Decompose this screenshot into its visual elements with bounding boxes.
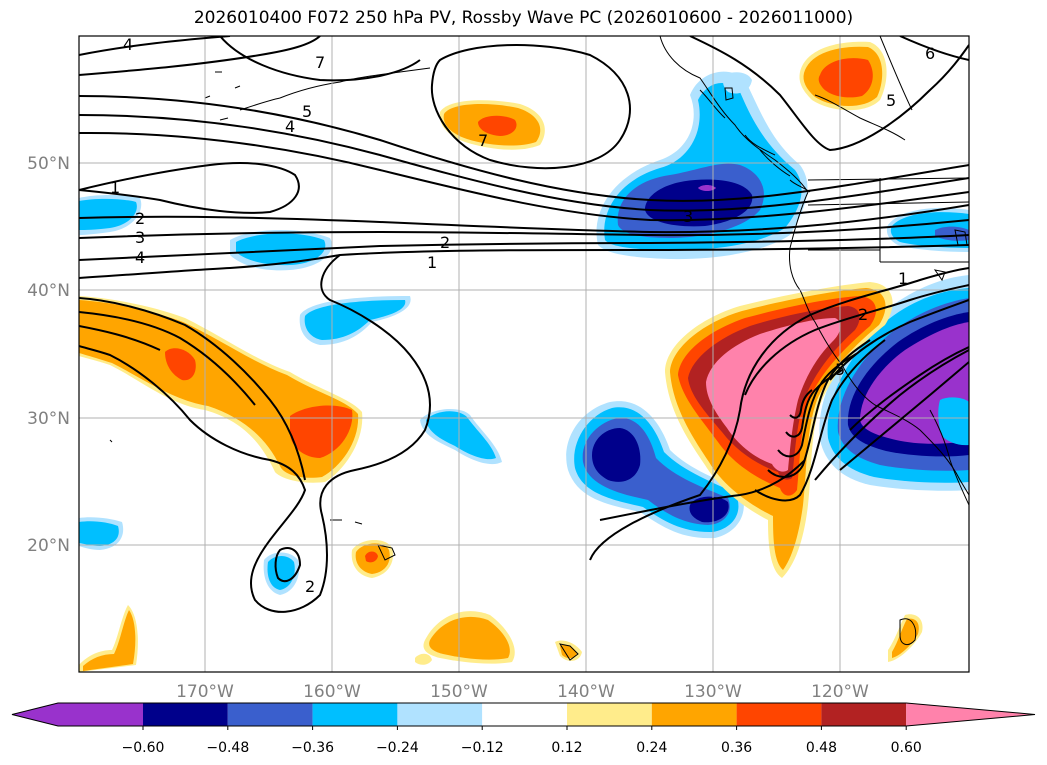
contour-label: 7 <box>315 53 325 72</box>
contour-label: 2 <box>858 305 868 324</box>
lat-label: 30°N <box>27 409 70 429</box>
colorbar-swatch <box>227 703 313 726</box>
contour-label: 2 <box>135 209 145 228</box>
contour-label: 3 <box>683 207 693 226</box>
contour-label: 2 <box>305 577 315 596</box>
contour-label: 7 <box>478 131 488 150</box>
colorbar-swatch <box>567 703 652 726</box>
lat-label: 40°N <box>27 281 70 301</box>
colorbar-tick-label: 0.24 <box>636 740 667 756</box>
contour-label: 1 <box>110 178 120 197</box>
colorbar-tick-label: −0.48 <box>206 740 249 756</box>
colorbar-swatch <box>397 703 483 726</box>
map-frame <box>78 35 970 673</box>
colorbar-swatch <box>312 703 398 726</box>
lon-label: 150°W <box>430 682 488 702</box>
colorbar-tick-label: −0.36 <box>291 740 334 756</box>
colorbar-swatch <box>482 703 567 726</box>
colorbar-swatch <box>736 703 822 726</box>
lon-label: 120°W <box>811 682 869 702</box>
contour-label: 4 <box>135 248 145 267</box>
colorbar-tick-label: 0.60 <box>891 740 922 756</box>
lat-label: 20°N <box>27 536 70 556</box>
colorbar-outline <box>11 702 1036 727</box>
colorbar-tick-label: 0.48 <box>806 740 837 756</box>
map-area: 4 7 5 4 1 2 3 4 2 1 7 5 6 3 1 2 5 2 <box>79 35 969 672</box>
contour-label: 4 <box>285 117 295 136</box>
colorbar-tick-label: −0.24 <box>376 740 419 756</box>
contour-label: 5 <box>302 102 312 121</box>
colorbar: −0.60 −0.48 −0.36 −0.24 −0.12 0.12 0.24 0.36 0.4… <box>11 702 1036 756</box>
lon-label: 130°W <box>684 682 742 702</box>
colorbar-swatch <box>651 703 737 726</box>
contour-label: 6 <box>925 44 935 63</box>
colorbar-tick-label: 0.36 <box>721 740 752 756</box>
lon-label: 170°W <box>176 682 234 702</box>
lon-label: 160°W <box>303 682 361 702</box>
contour-label: 5 <box>886 91 896 110</box>
latitude-labels: 50°N 40°N 30°N 20°N <box>27 154 70 556</box>
chart-title: 2026010400 F072 250 hPa PV, Rossby Wave … <box>193 8 854 28</box>
colorbar-swatch <box>143 703 228 726</box>
lon-label: 140°W <box>557 682 615 702</box>
lat-label: 50°N <box>27 154 70 174</box>
contour-label: 2 <box>440 233 450 252</box>
contour-label: 1 <box>898 269 908 288</box>
contour-label: 1 <box>427 253 437 272</box>
contour-label: 4 <box>123 35 133 54</box>
contour-labels: 4 7 5 4 1 2 3 4 2 1 7 5 6 3 1 2 5 2 <box>110 35 935 596</box>
colorbar-extend-high <box>906 703 1035 726</box>
rossby-wave-contours <box>79 36 969 613</box>
colorbar-tick-label: −0.12 <box>461 740 504 756</box>
contour-label: 5 <box>835 360 845 379</box>
longitude-labels: 170°W 160°W 150°W 140°W 130°W 120°W <box>176 682 869 702</box>
contour-label: 3 <box>135 228 145 247</box>
colorbar-tick-label: −0.60 <box>122 740 165 756</box>
colorbar-tick-label: 0.12 <box>551 740 582 756</box>
colorbar-swatch <box>58 703 143 726</box>
colorbar-swatch <box>821 703 907 726</box>
colorbar-extend-low <box>12 703 58 726</box>
